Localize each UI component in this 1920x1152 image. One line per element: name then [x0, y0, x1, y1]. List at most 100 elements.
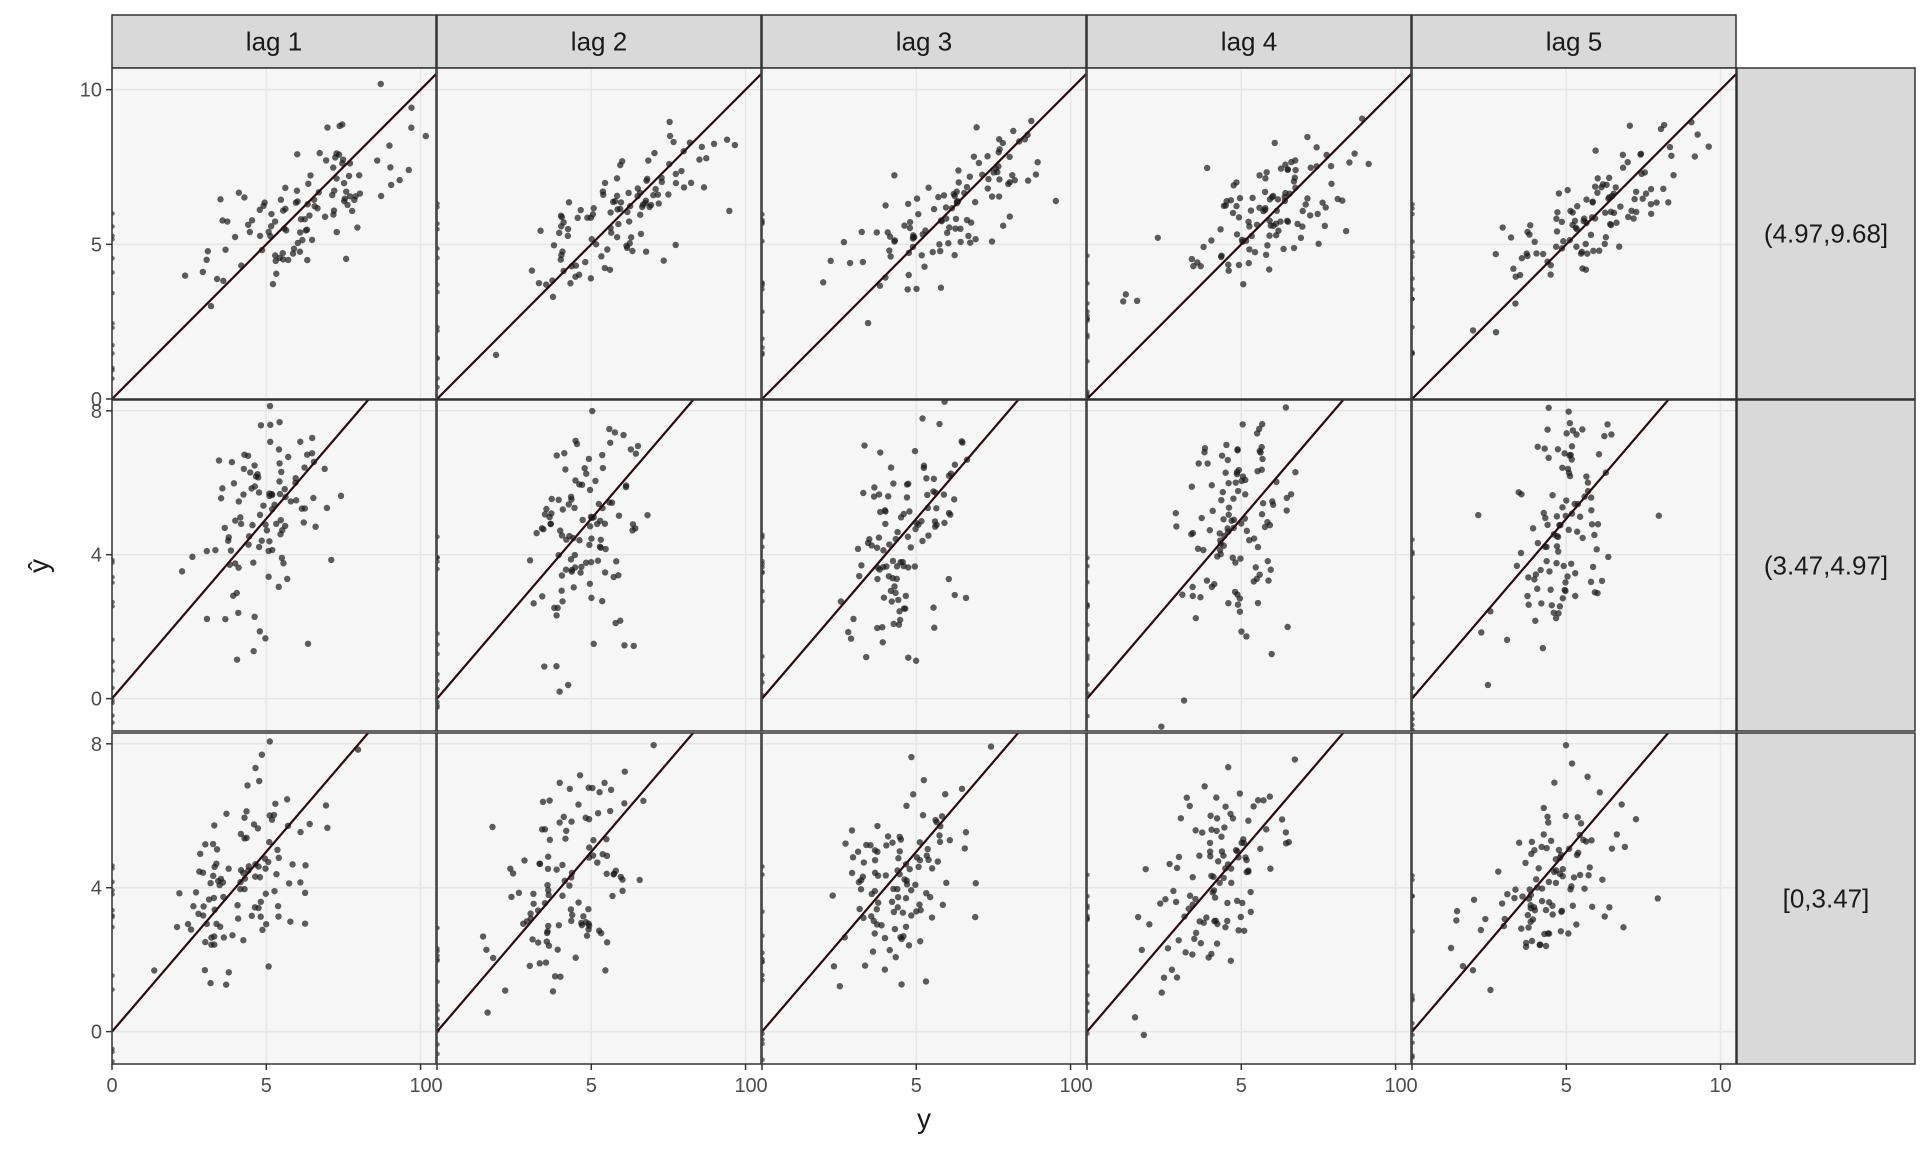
- scatter-point: [947, 511, 954, 518]
- scatter-point: [1670, 171, 1677, 179]
- panel-points: [762, 400, 971, 698]
- scatter-point: [621, 642, 628, 649]
- scatter-point: [710, 140, 718, 148]
- scatter-point: [1538, 600, 1545, 607]
- scatter-point: [893, 575, 900, 583]
- scatter-point: [1553, 513, 1561, 520]
- scatter-point: [884, 833, 892, 840]
- facet-panel: 0 4 8 0 5 10: [91, 732, 437, 1097]
- facet-panel: [1411, 67, 1737, 400]
- scatter-point: [999, 222, 1007, 229]
- scatter-point: [559, 861, 566, 869]
- scatter-point: [1254, 543, 1262, 551]
- scatter-point: [938, 813, 946, 820]
- scatter-point: [235, 189, 243, 196]
- scatter-point: [1292, 166, 1299, 174]
- scatter-point: [1487, 986, 1494, 994]
- scatter-point: [929, 248, 936, 256]
- scatter-point: [1186, 802, 1193, 810]
- scatter-point: [530, 600, 537, 607]
- y-tick-label: 0: [91, 1022, 102, 1044]
- scatter-point: [876, 282, 884, 289]
- scatter-point: [601, 569, 609, 576]
- scatter-point: [1469, 327, 1477, 334]
- scatter-point: [885, 573, 893, 580]
- scatter-point: [1292, 157, 1299, 164]
- scatter-point: [887, 253, 894, 260]
- identity-line: [1087, 73, 1411, 399]
- scatter-point: [245, 863, 252, 870]
- scatter-point: [509, 870, 517, 877]
- panel-background: [112, 733, 436, 1064]
- scatter-point: [643, 177, 650, 184]
- scatter-point: [1203, 577, 1211, 584]
- scatter-point: [1284, 623, 1291, 631]
- scatter-point: [1588, 507, 1595, 514]
- scatter-point: [925, 532, 932, 539]
- scatter-point: [232, 517, 239, 524]
- y-tick-label: 10: [80, 80, 102, 102]
- scatter-point: [322, 157, 330, 164]
- scatter-point: [900, 562, 907, 570]
- scatter-point: [1232, 846, 1240, 854]
- scatter-point: [213, 846, 221, 853]
- scatter-point: [923, 889, 930, 897]
- scatter-point: [883, 842, 890, 849]
- scatter-point: [279, 256, 287, 263]
- scatter-point: [250, 559, 257, 566]
- scatter-point: [561, 449, 568, 457]
- scatter-point: [1217, 253, 1225, 261]
- scatter-point: [377, 192, 385, 200]
- scatter-point: [275, 913, 282, 920]
- column-strip-label: lag 5: [1546, 27, 1602, 57]
- scatter-point: [250, 821, 258, 828]
- scatter-point: [314, 205, 321, 212]
- scatter-point: [1568, 443, 1576, 450]
- scatter-point: [1572, 592, 1579, 600]
- scatter-point: [594, 557, 602, 564]
- scatter-point: [422, 132, 429, 140]
- scatter-point: [301, 464, 308, 471]
- scatter-point: [1173, 974, 1181, 981]
- scatter-point: [880, 547, 887, 554]
- scatter-point: [1534, 585, 1541, 592]
- scatter-point: [557, 256, 564, 263]
- scatter-point: [200, 903, 207, 910]
- scatter-point: [1213, 827, 1220, 835]
- scatter-point: [856, 905, 863, 913]
- scatter-point: [871, 847, 879, 854]
- scatter-point: [1206, 526, 1214, 534]
- scatter-point: [582, 559, 590, 566]
- scatter-point: [1327, 162, 1335, 170]
- scatter-point: [601, 779, 608, 787]
- scatter-point: [1587, 231, 1595, 239]
- scatter-point: [294, 151, 301, 158]
- scatter-point: [866, 536, 873, 543]
- scatter-point: [268, 816, 276, 823]
- scatter-point: [1544, 521, 1551, 529]
- scatter-point: [870, 493, 878, 500]
- scatter-point: [285, 880, 293, 887]
- scatter-point: [1157, 900, 1164, 907]
- scatter-point: [1119, 298, 1127, 305]
- scatter-point: [615, 220, 622, 228]
- scatter-point: [199, 869, 207, 876]
- scatter-point: [1218, 848, 1226, 855]
- row-strip: [1736, 399, 1916, 732]
- scatter-point: [284, 575, 291, 583]
- scatter-point: [282, 184, 289, 192]
- scatter-point: [1528, 838, 1536, 846]
- scatter-point: [341, 197, 348, 205]
- scatter-point: [1232, 559, 1239, 566]
- scatter-point: [848, 869, 856, 877]
- scatter-point: [301, 889, 309, 897]
- scatter-point: [1235, 214, 1243, 221]
- scatter-point: [576, 772, 584, 779]
- scatter-point: [1173, 523, 1180, 530]
- scatter-point: [1584, 773, 1591, 780]
- scatter-point: [178, 568, 186, 575]
- scatter-point: [580, 913, 587, 920]
- scatter-point: [330, 211, 337, 218]
- scatter-point: [1647, 200, 1655, 208]
